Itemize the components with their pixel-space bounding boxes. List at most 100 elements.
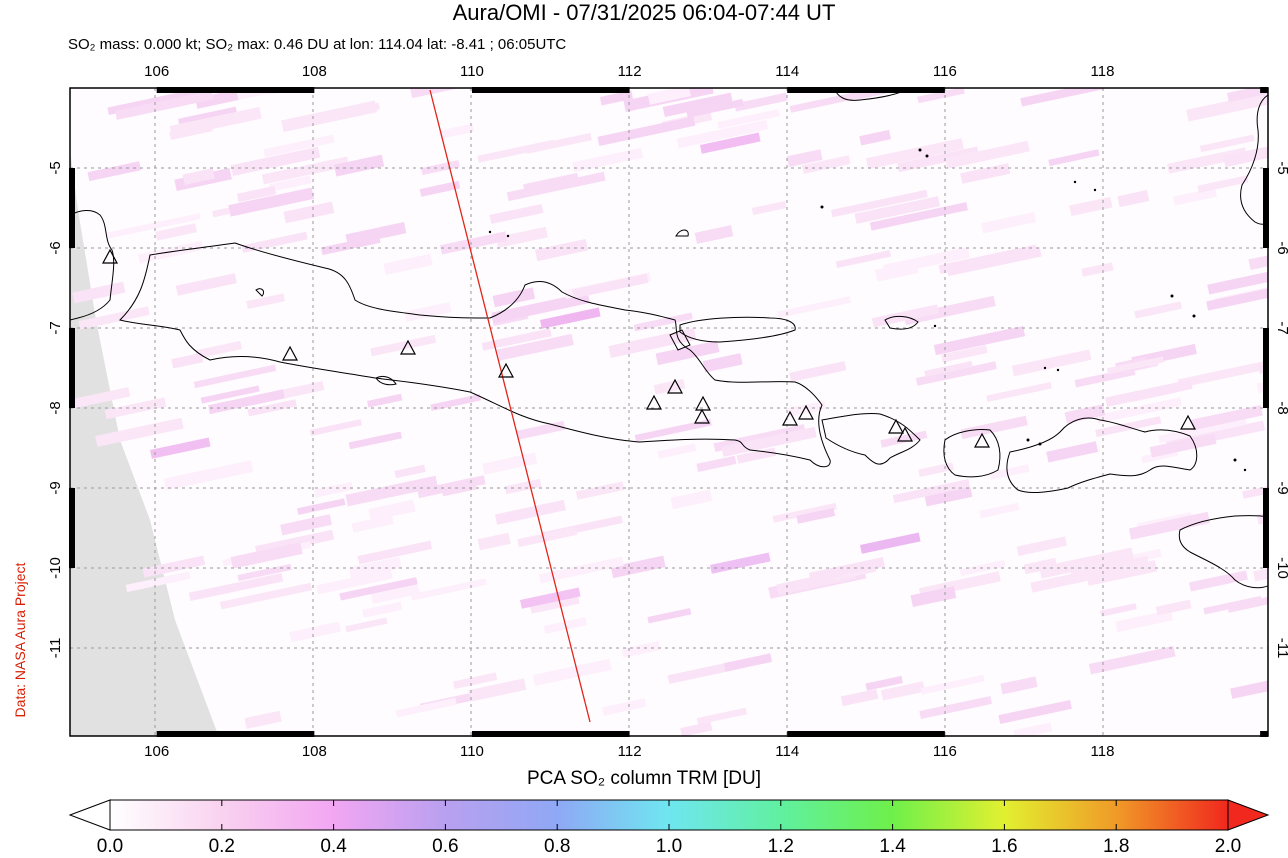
so2-pixel: [241, 231, 308, 253]
lat-tick-label-right: -8: [1274, 401, 1288, 414]
so2-pixel: [772, 502, 837, 523]
so2-pixel: [453, 672, 498, 689]
so2-pixel: [979, 502, 1020, 519]
lon-tick-label-top: 118: [1091, 63, 1115, 80]
so2-pixel: [283, 201, 335, 224]
so2-pixel: [854, 196, 941, 224]
so2-pixel: [314, 481, 354, 498]
lat-tick-label-right: -11: [1274, 638, 1288, 659]
so2-pixel: [348, 431, 403, 450]
so2-pixel: [1230, 669, 1268, 699]
so2-pixel: [1048, 149, 1100, 167]
volcano-triangle-icon: [666, 378, 684, 394]
so2-pixel: [345, 617, 388, 633]
so2-pixel: [171, 352, 204, 369]
colorbar-right-arrow: [1227, 799, 1270, 831]
so2-pixel: [680, 721, 713, 736]
so2-pixel: [504, 478, 542, 495]
border-scale-segment: [69, 168, 75, 248]
border-scale-segment: [156, 731, 315, 737]
so2-pixel: [1191, 404, 1263, 431]
so2-pixel: [316, 569, 393, 595]
colorbar-left-arrow: [68, 799, 111, 831]
so2-pixel: [830, 189, 928, 218]
so2-pixel: [897, 146, 979, 173]
so2-pixel: [751, 200, 787, 216]
so2-pixel: [880, 430, 928, 448]
so2-pixel: [910, 586, 957, 608]
so2-pixel: [515, 420, 566, 440]
colorbar-ticks: [221, 800, 1117, 830]
so2-pixel: [1186, 91, 1268, 122]
colorbar-label: 0.4: [320, 836, 347, 857]
so2-pixel: [1046, 441, 1099, 463]
so2-pixel: [539, 307, 601, 329]
so2-pixel: [339, 577, 418, 601]
lat-tick-label-left: -11: [47, 638, 64, 659]
so2-pixel: [188, 573, 284, 602]
coastline-madura: [679, 316, 796, 343]
so2-pixel: [280, 514, 332, 536]
coastline-sumba: [1178, 515, 1268, 589]
so2-pixel: [599, 90, 634, 106]
lat-tick-label-right: -9: [1274, 481, 1288, 494]
orbit-track: [429, 89, 591, 723]
volcano-triangle-icon: [896, 426, 914, 442]
so2-pixel: [941, 345, 988, 363]
border-scale-segment: [1263, 328, 1269, 408]
so2-pixel: [920, 674, 985, 695]
so2-pixel: [394, 464, 426, 479]
so2-pixel: [696, 707, 748, 725]
so2-pixel: [1197, 175, 1249, 193]
so2-pixel-layer: [72, 88, 1268, 736]
so2-pixel: [520, 587, 581, 609]
so2-pixel: [1013, 722, 1053, 736]
volcano-triangle-icon: [1179, 414, 1197, 430]
colorbar-title: PCA SO₂ column TRM [DU]: [526, 768, 762, 789]
lat-tick-label-right: -6: [1274, 241, 1288, 254]
so2-pixel: [662, 92, 733, 118]
border-scale-segment: [1263, 168, 1269, 248]
so2-pixel: [163, 460, 254, 491]
so2-pixel: [1158, 417, 1247, 444]
so2-pixel: [859, 532, 921, 554]
so2-pixel: [228, 187, 315, 217]
so2-pixel: [808, 557, 885, 583]
so2-pixel: [410, 88, 473, 99]
so2-pixel: [351, 514, 394, 533]
border-scale-segment: [471, 731, 630, 737]
so2-pixel: [357, 540, 433, 565]
map-border-scale: [69, 87, 1269, 737]
so2-pixel: [72, 281, 126, 304]
coastline-java: [119, 242, 831, 468]
so2-pixel: [1117, 190, 1150, 208]
so2-pixel: [246, 293, 285, 310]
so2-pixel: [491, 292, 590, 324]
so2-pixel: [155, 223, 197, 241]
so2-pixel: [297, 498, 346, 515]
so2-pixel: [1099, 603, 1137, 617]
page-title: Aura/OMI - 07/31/2025 06:04-07:44 UT: [452, 0, 836, 25]
so2-pixel: [477, 139, 556, 163]
lat-tick-label-right: -5: [1274, 161, 1288, 174]
lat-tick-label-left: -6: [47, 241, 64, 254]
so2-pixel: [657, 443, 697, 459]
so2-pixel: [865, 138, 964, 170]
so2-pixel: [538, 556, 624, 584]
so2-pixel: [417, 475, 486, 499]
border-scale-segment: [1260, 731, 1268, 737]
so2-pixel: [835, 250, 892, 268]
so2-pixel: [883, 246, 970, 276]
coastline-bali: [821, 413, 921, 465]
so2-pixel: [269, 175, 312, 192]
so2-pixel: [1248, 252, 1268, 270]
so2-pixel: [723, 653, 773, 672]
so2-pixel: [1266, 90, 1268, 105]
so2-pixel: [915, 361, 997, 386]
graticule: [70, 88, 1268, 736]
so2-pixel: [1149, 433, 1217, 458]
missing-data-region: [70, 88, 219, 736]
so2-pixel: [477, 532, 511, 551]
so2-pixel: [787, 400, 827, 417]
so2-pixel: [73, 387, 131, 408]
